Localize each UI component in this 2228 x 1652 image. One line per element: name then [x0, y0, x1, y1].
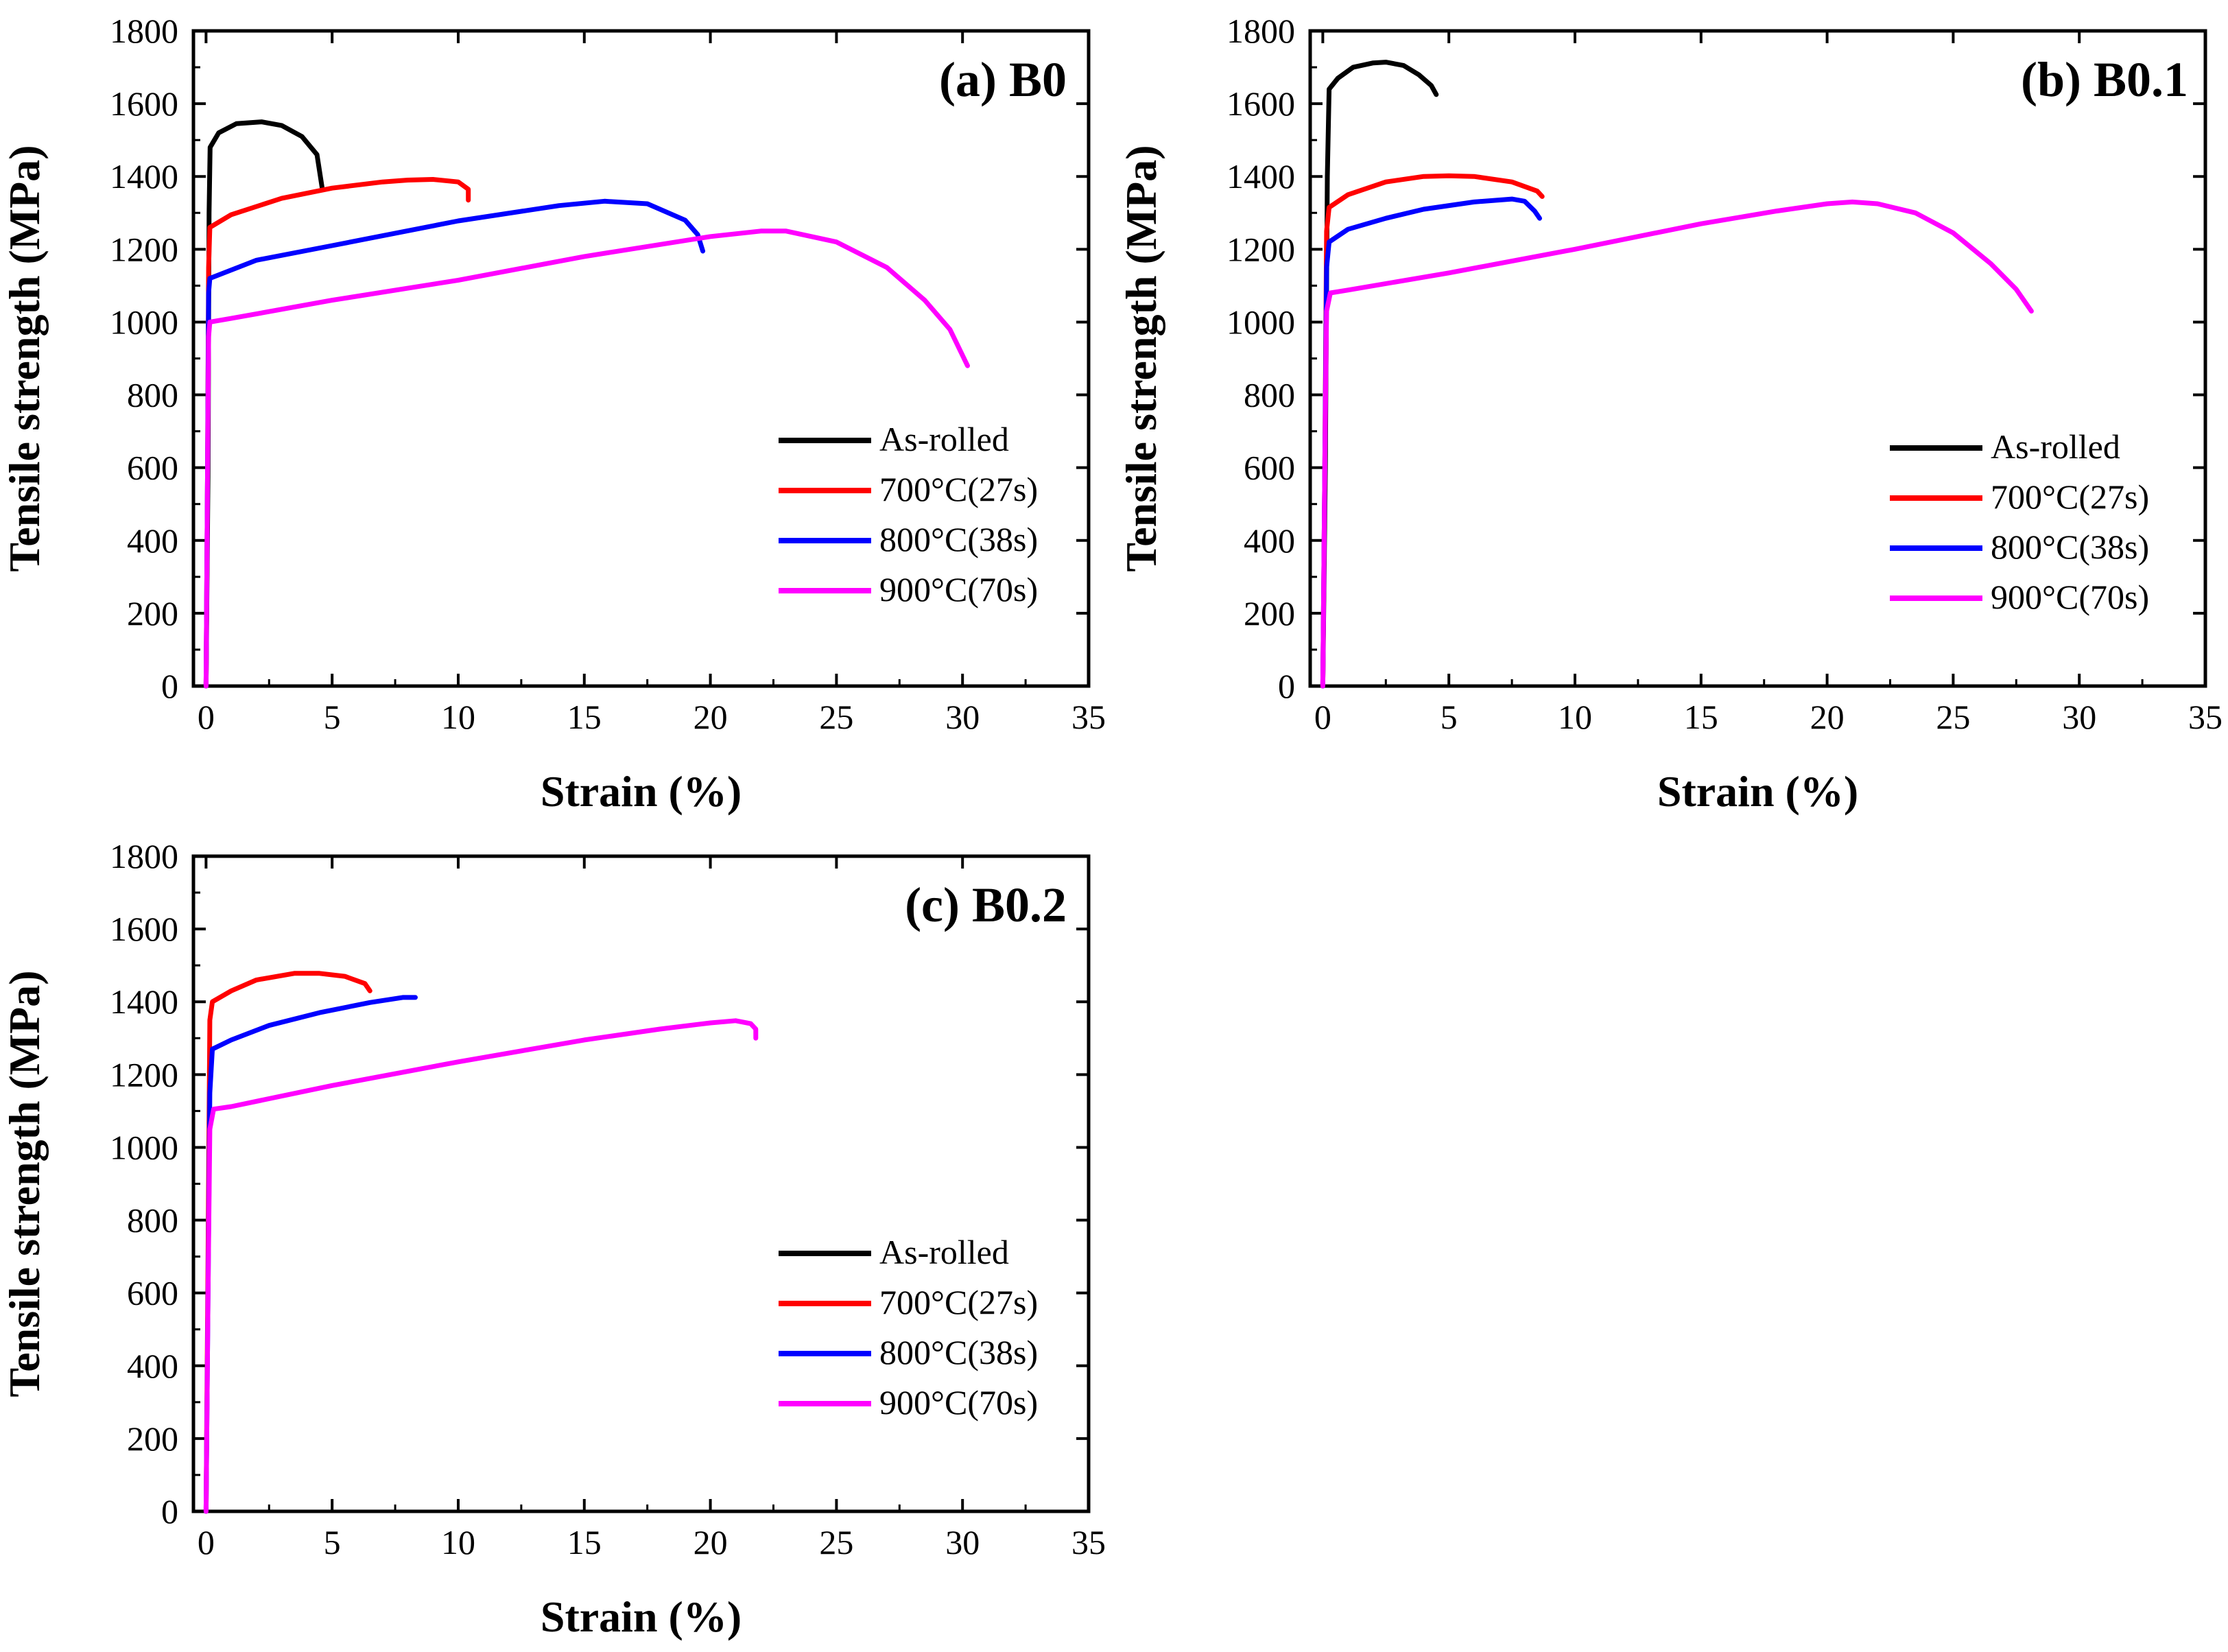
- y-tick-label: 0: [161, 1492, 178, 1531]
- series-line-700°C(27s): [203, 971, 372, 1514]
- x-tick-label: 5: [1441, 698, 1458, 736]
- y-tick-label: 1800: [110, 12, 178, 50]
- x-tick-label: 0: [198, 1523, 215, 1561]
- legend-label: As-rolled: [879, 420, 1009, 458]
- series-line-800°C(38s): [203, 198, 706, 689]
- y-tick-label: 200: [1244, 594, 1295, 633]
- x-tick-label: 5: [324, 1523, 341, 1561]
- x-tick-label: 30: [945, 1523, 980, 1561]
- panel-title: (c) B0.2: [905, 877, 1067, 932]
- y-tick-label: 0: [161, 667, 178, 705]
- y-tick-label: 400: [127, 1347, 178, 1385]
- x-axis-title: Strain (%): [541, 767, 742, 816]
- x-tick-label: 25: [819, 698, 853, 736]
- chart-panel-1: 0 5 10 15 20 25 30 35 0 200 400 600 800 1000 1200 1400 1…: [1117, 12, 2223, 816]
- x-tick-label: 35: [2188, 698, 2223, 736]
- y-tick-label: 600: [127, 449, 178, 487]
- legend-label: 900°C(70s): [879, 1383, 1038, 1421]
- legend-label: 700°C(27s): [879, 1283, 1038, 1321]
- x-tick-label: 10: [1558, 698, 1592, 736]
- chart-panel-0: 0 5 10 15 20 25 30 35 0 200 400 600 800 1000 1200 1400 1…: [0, 12, 1106, 816]
- series-line-800°C(38s): [1320, 196, 1542, 689]
- y-tick-label: 1000: [110, 303, 178, 341]
- x-axis-title: Strain (%): [1657, 767, 1858, 816]
- x-tick-label: 25: [1936, 698, 1970, 736]
- legend-label: 800°C(38s): [879, 520, 1038, 558]
- legend-label: 700°C(27s): [879, 470, 1038, 508]
- panel-title: (b) B0.1: [2021, 52, 2188, 107]
- y-tick-label: 1800: [110, 837, 178, 875]
- y-tick-label: 800: [127, 376, 178, 414]
- x-tick-label: 20: [694, 1523, 728, 1561]
- series-line-900°C(70s): [203, 1018, 759, 1514]
- x-tick-label: 30: [945, 698, 980, 736]
- y-tick-label: 1200: [110, 230, 178, 268]
- x-tick-label: 15: [567, 698, 602, 736]
- x-tick-label: 15: [567, 1523, 602, 1561]
- y-tick-label: 1000: [110, 1128, 178, 1166]
- y-tick-label: 0: [1278, 667, 1295, 705]
- series-line-900°C(70s): [203, 228, 970, 689]
- y-tick-label: 200: [127, 1419, 178, 1458]
- y-tick-label: 1200: [1226, 230, 1295, 268]
- series-line-900°C(70s): [1320, 199, 2034, 689]
- y-axis-title: Tensile strength (MPa): [1117, 145, 1165, 571]
- x-tick-label: 30: [2062, 698, 2096, 736]
- legend-label: As-rolled: [1991, 427, 2120, 466]
- chart-panel-2: 0 5 10 15 20 25 30 35 0 200 400 600 800 1000 1200 1400 1…: [0, 837, 1106, 1641]
- y-tick-label: 1800: [1226, 12, 1295, 50]
- y-tick-label: 1400: [1226, 157, 1295, 196]
- y-tick-label: 1400: [110, 982, 178, 1021]
- x-tick-label: 20: [694, 698, 728, 736]
- y-tick-label: 1600: [110, 910, 178, 948]
- y-tick-label: 600: [127, 1274, 178, 1312]
- x-tick-label: 5: [324, 698, 341, 736]
- panel-title: (a) B0: [939, 52, 1067, 107]
- x-tick-label: 0: [198, 698, 215, 736]
- x-tick-label: 10: [441, 698, 475, 736]
- series-line-700°C(27s): [203, 177, 471, 689]
- series-line-700°C(27s): [1320, 173, 1545, 689]
- y-tick-label: 600: [1244, 449, 1295, 487]
- legend-label: 800°C(38s): [1991, 528, 2149, 566]
- x-tick-label: 10: [441, 1523, 475, 1561]
- y-tick-label: 1000: [1226, 303, 1295, 341]
- x-tick-label: 20: [1810, 698, 1845, 736]
- y-tick-label: 200: [127, 594, 178, 633]
- y-tick-label: 1600: [1226, 84, 1295, 123]
- legend-label: 700°C(27s): [1991, 477, 2149, 516]
- y-axis-title: Tensile strength (MPa): [0, 970, 49, 1397]
- series-line-As-rolled: [1320, 60, 1439, 689]
- legend-label: 900°C(70s): [1991, 578, 2149, 616]
- x-tick-label: 35: [1071, 1523, 1106, 1561]
- x-tick-label: 35: [1071, 698, 1106, 736]
- y-tick-label: 400: [1244, 521, 1295, 560]
- legend-label: As-rolled: [879, 1233, 1009, 1271]
- y-tick-label: 800: [1244, 376, 1295, 414]
- x-tick-label: 15: [1684, 698, 1718, 736]
- y-tick-label: 1400: [110, 157, 178, 196]
- legend-label: 800°C(38s): [879, 1333, 1038, 1371]
- x-tick-label: 25: [819, 1523, 853, 1561]
- x-axis-title: Strain (%): [541, 1592, 742, 1641]
- y-tick-label: 1600: [110, 84, 178, 123]
- y-tick-label: 1200: [110, 1055, 178, 1094]
- legend-label: 900°C(70s): [879, 570, 1038, 609]
- y-tick-label: 800: [127, 1201, 178, 1240]
- y-tick-label: 400: [127, 521, 178, 560]
- x-tick-label: 0: [1314, 698, 1331, 736]
- y-axis-title: Tensile strength (MPa): [0, 145, 49, 571]
